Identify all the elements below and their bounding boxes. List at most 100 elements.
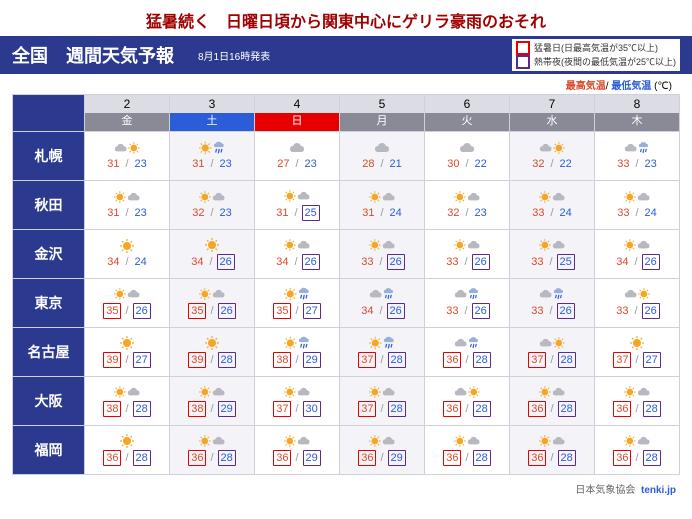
forecast-cell: 35/26 xyxy=(170,279,255,328)
temp-sep: / xyxy=(125,451,128,465)
forecast-cell: 37/28 xyxy=(340,377,425,426)
low-temp: 27 xyxy=(643,352,661,368)
low-temp: 24 xyxy=(133,255,149,269)
forecast-cell: 36/28 xyxy=(595,377,680,426)
temp-sep: / xyxy=(295,353,298,367)
high-temp: 30 xyxy=(445,157,461,171)
day-header: 8木 xyxy=(595,95,680,132)
city-name: 名古屋 xyxy=(13,328,85,377)
forecast-cell: 36/28 xyxy=(85,426,170,475)
low-temp: 29 xyxy=(303,352,321,368)
city-name: 秋田 xyxy=(13,181,85,230)
high-temp: 33 xyxy=(444,255,460,269)
high-temp: 37 xyxy=(273,401,291,417)
temps: 33/26 xyxy=(614,303,660,319)
high-temp: 37 xyxy=(613,352,631,368)
day-number: 7 xyxy=(510,95,594,111)
low-temp: 23 xyxy=(303,157,319,171)
temp-sep: / xyxy=(125,304,128,318)
low-temp: 26 xyxy=(387,303,405,319)
temps: 33/23 xyxy=(615,157,659,171)
day-number: 4 xyxy=(255,95,339,111)
day-header: 3土 xyxy=(170,95,255,132)
high-temp: 34 xyxy=(274,255,290,269)
forecast-cell: 33 / 25 xyxy=(510,230,595,279)
high-temp: 38 xyxy=(103,401,121,417)
forecast-cell: 37/28 xyxy=(340,328,425,377)
low-temp: 28 xyxy=(388,401,406,417)
temps: 31/23 xyxy=(105,157,149,171)
temp-sep: / xyxy=(380,157,383,171)
forecast-cell: 37/27 xyxy=(595,328,680,377)
temps: 31/23 xyxy=(105,206,149,220)
forecast-grid: 2金3土4日5月6火7水8木札幌31/2331/2327/2328/2130/2… xyxy=(12,94,680,475)
temp-sep: / xyxy=(294,206,297,220)
high-temp: 33 xyxy=(529,255,545,269)
high-temp: 36 xyxy=(443,352,461,368)
weather-icon xyxy=(454,433,480,449)
temp-sep: / xyxy=(295,402,298,416)
forecast-cell: 38/28 xyxy=(85,377,170,426)
header-bar: 全国 週間天気予報 8月1日16時発表 猛暑日(日最高気温が35℃以上) 熱帯夜… xyxy=(0,36,692,74)
temp-sep: / xyxy=(550,451,553,465)
weather-icon xyxy=(114,433,140,449)
weather-icon xyxy=(454,237,480,253)
high-temp: 37 xyxy=(528,352,546,368)
temp-sep: / xyxy=(465,353,468,367)
day-number: 6 xyxy=(425,95,509,111)
temp-sep: / xyxy=(634,255,637,269)
low-temp: 28 xyxy=(558,352,576,368)
high-temp: 31 xyxy=(190,157,206,171)
temp-sep: / xyxy=(210,157,213,171)
day-number: 8 xyxy=(595,95,679,111)
low-temp: 23 xyxy=(133,206,149,220)
high-temp: 37 xyxy=(358,401,376,417)
low-temp: 26 xyxy=(642,303,660,319)
low-temp: 25 xyxy=(557,254,575,270)
weather-icon xyxy=(199,237,225,253)
weather-icon xyxy=(114,140,140,156)
legend-hot-day-label: 猛暑日(日最高気温が35℃以上) xyxy=(534,42,658,55)
high-temp: 36 xyxy=(613,401,631,417)
high-temp: 34 xyxy=(359,304,375,318)
temps: 37/30 xyxy=(273,401,321,417)
day-header: 6火 xyxy=(425,95,510,132)
low-temp: 26 xyxy=(217,254,235,270)
temp-sep: / xyxy=(380,451,383,465)
sub-legend-unit: (℃) xyxy=(651,81,672,92)
forecast-cell: 31/23 xyxy=(170,132,255,181)
low-temp: 27 xyxy=(133,352,151,368)
day-header: 2金 xyxy=(85,95,170,132)
temp-sep: / xyxy=(635,451,638,465)
forecast-cell: 36/28 xyxy=(425,426,510,475)
weather-icon xyxy=(114,286,140,302)
temp-sep: / xyxy=(635,157,638,171)
weather-icon xyxy=(369,335,395,351)
low-temp: 25 xyxy=(302,205,320,221)
forecast-cell: 36/29 xyxy=(255,426,340,475)
temp-sep: / xyxy=(210,206,213,220)
weather-icon xyxy=(624,335,650,351)
high-temp: 31 xyxy=(360,206,376,220)
weather-icon xyxy=(454,384,480,400)
temps: 36/28 xyxy=(188,450,236,466)
temps: 36/28 xyxy=(443,352,491,368)
temp-sep: / xyxy=(550,206,553,220)
temp-sep: / xyxy=(550,402,553,416)
high-temp: 36 xyxy=(443,450,461,466)
temp-sep: / xyxy=(549,255,552,269)
forecast-cell: 33/26 xyxy=(425,279,510,328)
low-temp: 28 xyxy=(218,450,236,466)
low-temp: 28 xyxy=(643,450,661,466)
temps: 39/28 xyxy=(188,352,236,368)
city-name: 札幌 xyxy=(13,132,85,181)
high-temp: 38 xyxy=(188,401,206,417)
high-temp: 32 xyxy=(530,157,546,171)
forecast-cell: 37/28 xyxy=(510,328,595,377)
forecast-cell: 34/26 xyxy=(255,230,340,279)
day-of-week: 月 xyxy=(340,113,424,130)
high-temp: 36 xyxy=(358,450,376,466)
temps: 31/24 xyxy=(360,206,404,220)
low-temp: 28 xyxy=(558,450,576,466)
forecast-cell: 32/22 xyxy=(510,132,595,181)
